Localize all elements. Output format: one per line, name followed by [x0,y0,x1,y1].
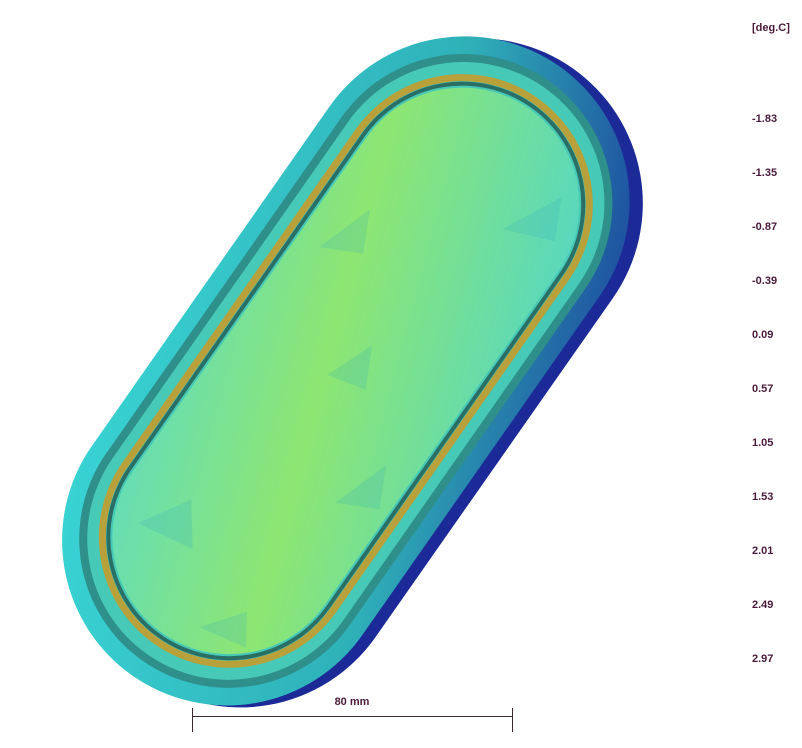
legend-value: 0.57 [752,383,774,395]
legend-value: 0.09 [752,329,774,341]
legend-value: 2.97 [752,653,774,665]
legend-value: 2.49 [752,599,774,611]
legend-value: -0.39 [752,275,778,287]
color-legend: [deg.C] -1.83 -1.35 -0.87 -0.39 0.09 0.5… [740,0,802,743]
tray-floor [112,87,580,655]
legend-value: 1.05 [752,437,774,449]
legend-value: -1.83 [752,113,778,125]
tray-groove [98,74,593,668]
scale-bar-tick-left [192,708,193,732]
legend-value: -1.35 [752,167,778,179]
scale-bar: 80 mm [192,696,514,732]
scale-bar-line [192,716,512,717]
legend-value: -0.87 [752,221,778,233]
legend-value: 1.53 [752,491,774,503]
legend-unit-label: [deg.C] [752,22,790,34]
scale-bar-label: 80 mm [334,696,370,708]
oval-tray-render [62,36,643,708]
tray-groove-shadow [106,81,586,661]
legend-value: 2.01 [752,545,774,557]
temperature-field-view [62,36,643,708]
scale-bar-tick-right [512,708,513,732]
